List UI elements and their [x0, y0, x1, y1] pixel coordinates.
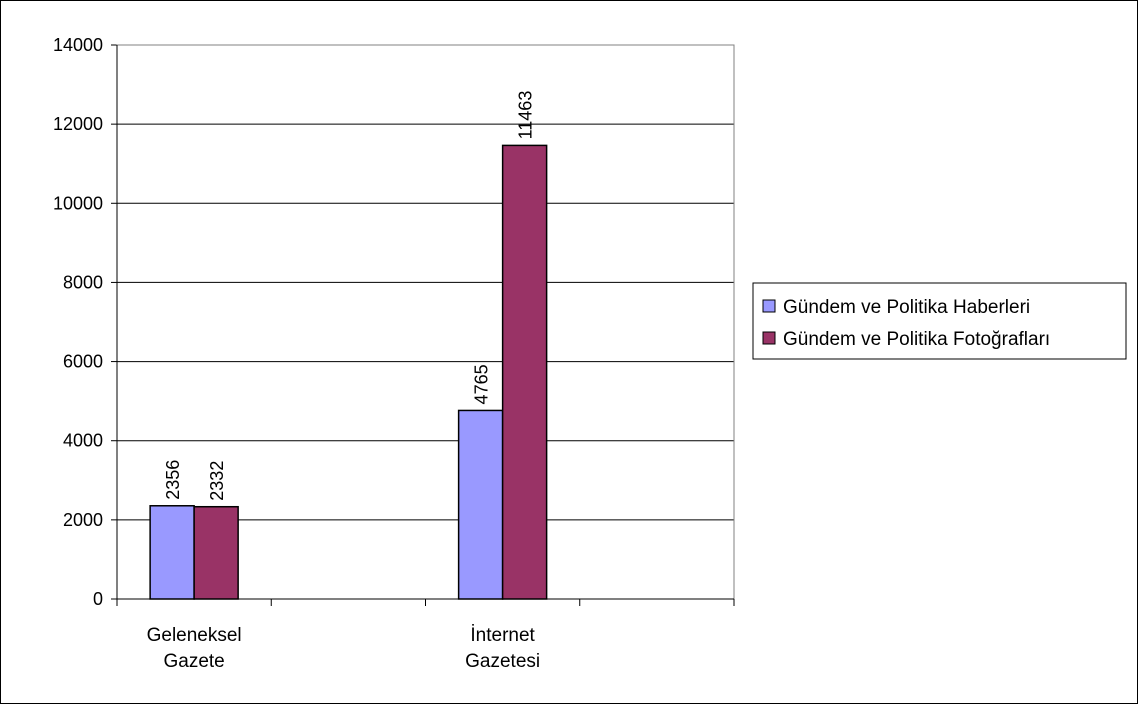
data-label: 2332 — [207, 461, 227, 501]
y-tick-label: 14000 — [53, 35, 103, 55]
x-category-label: İnternet — [470, 625, 535, 646]
data-label: 4765 — [472, 364, 492, 404]
legend-box — [752, 282, 1127, 360]
y-tick-label: 8000 — [63, 272, 103, 292]
bar — [193, 505, 239, 600]
data-label: 11463 — [516, 91, 536, 140]
x-category-label: Geleneksel — [147, 625, 242, 646]
legend-label: Gündem ve Politika Fotoğrafları — [783, 329, 1050, 350]
legend-swatch — [762, 299, 776, 313]
y-tick-label: 2000 — [63, 510, 103, 530]
bar — [457, 409, 504, 600]
bar — [149, 505, 195, 600]
y-tick-label: 4000 — [63, 431, 103, 451]
data-label: 2356 — [163, 460, 183, 500]
legend-label: Gündem ve Politika Haberleri — [783, 297, 1030, 318]
y-tick-label: 10000 — [53, 193, 103, 213]
y-tick-label: 6000 — [63, 352, 103, 372]
x-category-label: Gazete — [163, 651, 224, 672]
y-tick-label: 12000 — [53, 114, 103, 134]
x-category-label: Gazetesi — [465, 651, 540, 672]
y-tick-label: 0 — [93, 589, 103, 609]
bar — [501, 144, 548, 600]
legend-swatch — [762, 331, 776, 345]
